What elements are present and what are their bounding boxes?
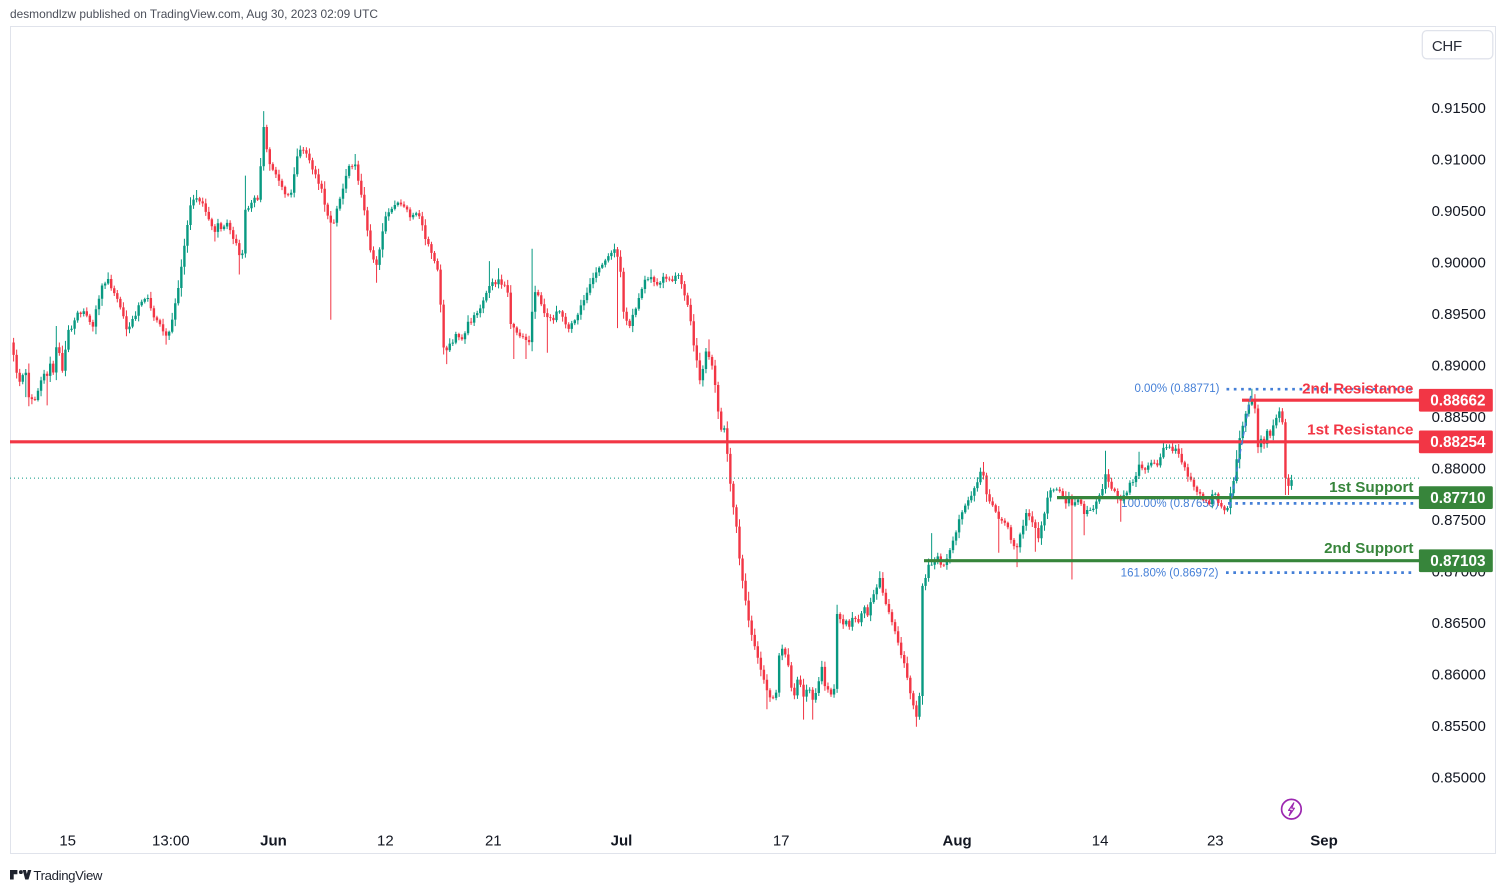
- svg-text:2nd Resistance: 2nd Resistance: [1302, 380, 1413, 397]
- svg-text:23: 23: [1207, 833, 1224, 850]
- svg-text:0.90000: 0.90000: [1432, 254, 1486, 271]
- svg-text:12: 12: [377, 833, 394, 850]
- svg-text:161.80% (0.86972): 161.80% (0.86972): [1121, 567, 1219, 579]
- svg-text:0.89500: 0.89500: [1432, 306, 1486, 323]
- svg-text:0.88000: 0.88000: [1432, 461, 1486, 478]
- svg-text:17: 17: [773, 833, 790, 850]
- svg-text:0.89000: 0.89000: [1432, 358, 1486, 375]
- svg-text:0.88254: 0.88254: [1430, 434, 1486, 451]
- svg-text:0.91000: 0.91000: [1432, 151, 1486, 168]
- svg-text:100.00% (0.87659): 100.00% (0.87659): [1121, 498, 1219, 510]
- svg-text:CHF: CHF: [1432, 38, 1462, 55]
- svg-text:0.87103: 0.87103: [1430, 553, 1485, 570]
- svg-text:0.00% (0.88771): 0.00% (0.88771): [1134, 383, 1219, 395]
- svg-text:0.86500: 0.86500: [1432, 615, 1486, 632]
- svg-text:Sep: Sep: [1310, 833, 1338, 850]
- svg-text:13:00: 13:00: [152, 833, 190, 850]
- svg-text:15: 15: [59, 833, 76, 850]
- svg-text:0.88500: 0.88500: [1432, 409, 1486, 426]
- svg-text:0.86000: 0.86000: [1432, 667, 1486, 684]
- svg-text:0.85500: 0.85500: [1432, 718, 1486, 735]
- svg-text:2nd Support: 2nd Support: [1324, 540, 1413, 557]
- svg-text:14: 14: [1092, 833, 1109, 850]
- svg-text:0.91500: 0.91500: [1432, 100, 1486, 117]
- svg-text:0.90500: 0.90500: [1432, 203, 1486, 220]
- svg-text:Aug: Aug: [943, 833, 972, 850]
- svg-text:1st Resistance: 1st Resistance: [1307, 422, 1413, 439]
- svg-text:21: 21: [485, 833, 502, 850]
- svg-text:0.87500: 0.87500: [1432, 512, 1486, 529]
- svg-text:Jul: Jul: [611, 833, 633, 850]
- svg-text:0.87710: 0.87710: [1430, 490, 1485, 507]
- svg-text:Jun: Jun: [260, 833, 287, 850]
- svg-text:0.85000: 0.85000: [1432, 770, 1486, 787]
- svg-text:1st Support: 1st Support: [1329, 479, 1413, 496]
- svg-text:TradingView: TradingView: [33, 868, 103, 883]
- svg-text:0.88662: 0.88662: [1430, 393, 1485, 410]
- svg-text:desmondlzw published on Tradin: desmondlzw published on TradingView.com,…: [10, 7, 378, 21]
